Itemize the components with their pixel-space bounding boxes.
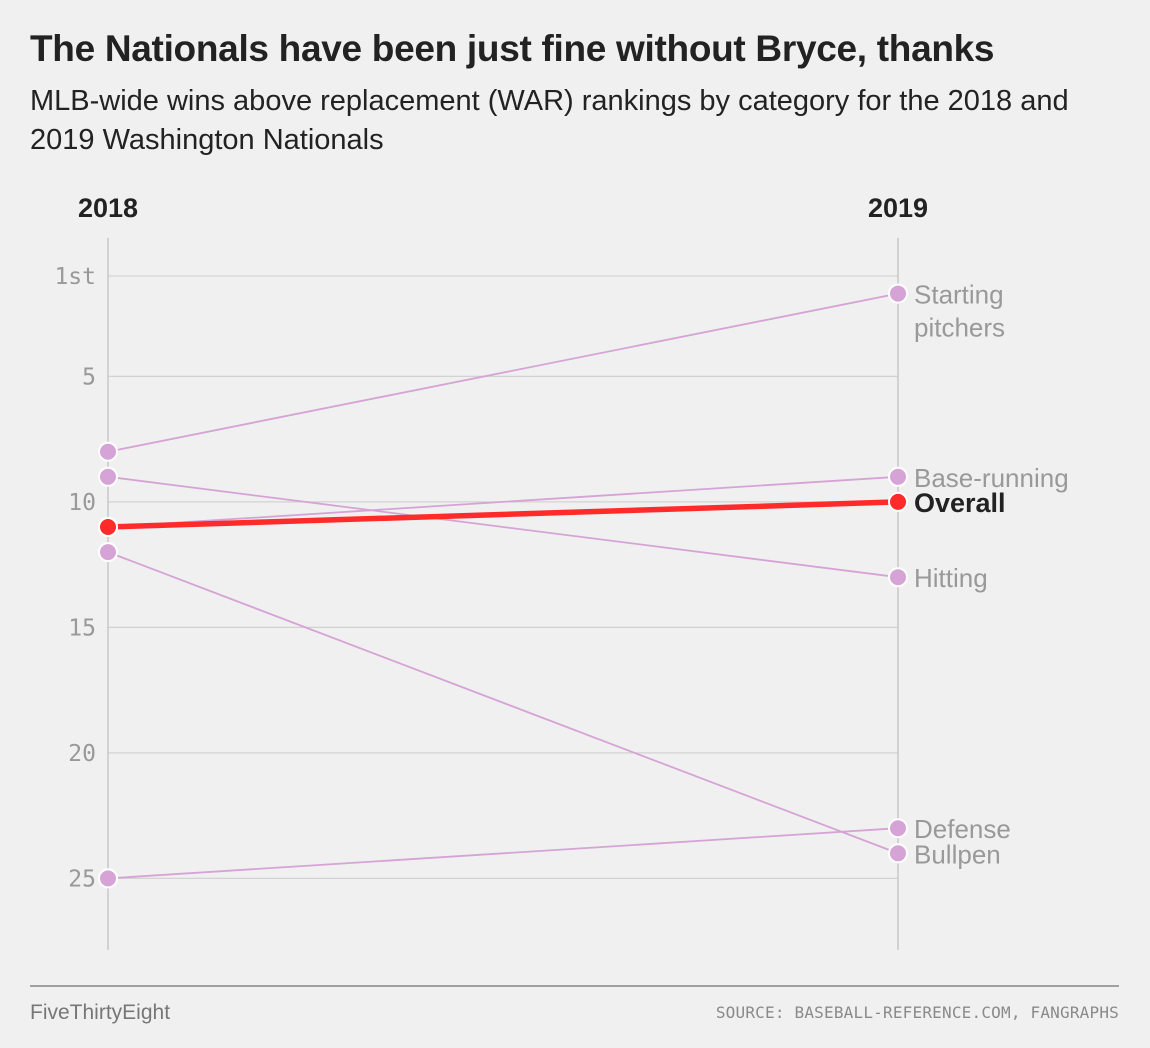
series-line	[105, 499, 901, 530]
series-label: Hitting	[914, 563, 988, 593]
chart-title: The Nationals have been just fine withou…	[30, 28, 995, 69]
data-point	[888, 567, 908, 588]
footer-source: SOURCE: BASEBALL-REFERENCE.COM, FANGRAPH…	[715, 1003, 1119, 1022]
series-line	[107, 551, 899, 855]
y-tick-label: 15	[68, 615, 96, 641]
series-label: Defense	[914, 814, 1011, 844]
data-point	[888, 466, 908, 487]
year-label: 2019	[868, 193, 928, 223]
footer-brand: FiveThirtyEight	[30, 1001, 171, 1024]
data-point	[98, 517, 118, 537]
y-tick-label: 10	[68, 490, 96, 516]
series-line	[107, 475, 899, 528]
data-point	[98, 868, 118, 889]
data-point	[888, 818, 908, 839]
data-point	[98, 542, 118, 563]
series-label: Overall	[914, 488, 1006, 518]
series-line	[107, 827, 899, 880]
data-point	[98, 466, 118, 487]
series-label: Starting pitchers	[914, 280, 1005, 343]
series-label: Bullpen	[914, 839, 1001, 869]
footer-divider	[30, 985, 1119, 987]
y-tick-label: 25	[68, 866, 96, 892]
slope-chart: 1st 5 10 15 20 25 2018 2019 Starting pitchers Base…	[54, 193, 1069, 950]
series-line	[107, 292, 899, 453]
data-point	[888, 283, 908, 304]
data-point	[888, 843, 908, 864]
data-point	[888, 491, 908, 512]
y-tick-label: 1st	[54, 264, 96, 290]
series-label: Base-running	[914, 463, 1069, 493]
y-tick-label: 20	[68, 741, 96, 767]
data-point	[98, 441, 118, 462]
chart-subtitle: MLB-wide wins above replacement (WAR) ra…	[30, 85, 1069, 156]
y-tick-label: 5	[82, 364, 96, 390]
year-label: 2018	[78, 193, 138, 223]
series-line	[107, 475, 899, 579]
